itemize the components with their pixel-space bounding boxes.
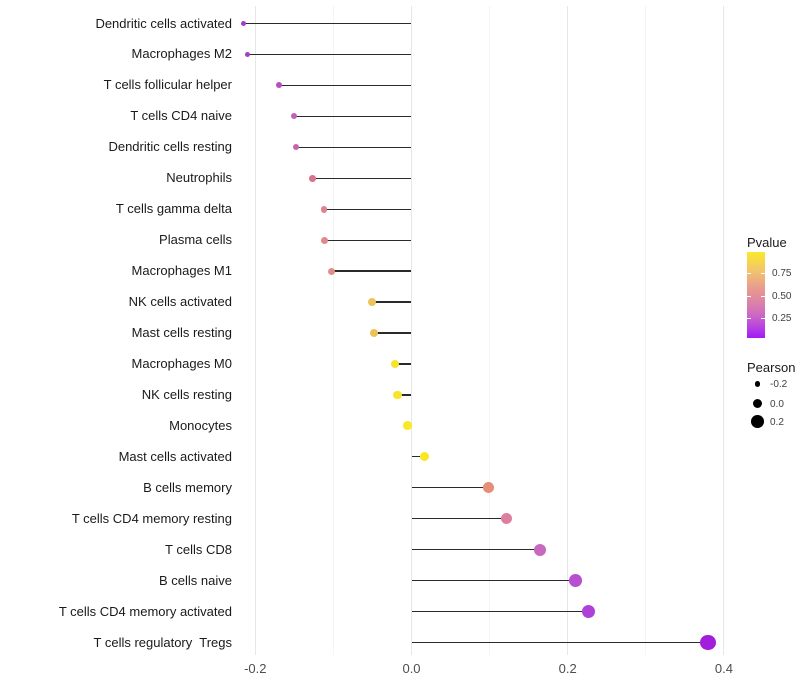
lollipop-dot [403, 421, 413, 431]
gridline-minor [489, 6, 491, 655]
pearson-legend-dot [751, 415, 764, 428]
colorbar-tick [747, 273, 751, 274]
lollipop-stem [371, 301, 412, 303]
lollipop-dot [582, 604, 596, 619]
lollipop-stem [294, 115, 412, 117]
lollipop-stem [411, 579, 576, 582]
pearson-legend-label: 0.0 [770, 398, 784, 410]
lollipop-dot [390, 359, 400, 369]
lollipop-stem [278, 84, 412, 87]
lollipop-dot [420, 452, 430, 462]
category-label: T cells CD8 [165, 541, 232, 557]
lollipop-dot [393, 390, 402, 400]
lollipop-stem [411, 641, 709, 644]
lollipop-dot [308, 174, 316, 182]
colorbar-tick [761, 318, 765, 319]
colorbar-tick [747, 318, 751, 319]
pearson-legend-label: 0.2 [770, 416, 784, 428]
category-label: B cells memory [143, 479, 232, 495]
lollipop-stem [331, 270, 412, 272]
lollipop-dot [320, 205, 328, 213]
pearson-legend-label: -0.2 [770, 379, 788, 390]
gridline-major [411, 6, 412, 655]
lollipop-dot [321, 236, 329, 244]
lollipop-dot [700, 634, 717, 651]
lollipop-dot [533, 543, 546, 556]
colorbar-tick [747, 295, 751, 297]
gridline-major [567, 6, 569, 655]
colorbar-tick [761, 273, 765, 274]
category-label: B cells naive [159, 572, 232, 588]
gridline-major [254, 6, 256, 655]
pearson-legend-title: Pearson [747, 360, 796, 375]
colorbar-tick-label: 0.25 [772, 313, 792, 324]
lollipop-dot [328, 267, 336, 275]
lollipop-stem [247, 53, 412, 56]
lollipop-stem [411, 610, 589, 613]
pvalue-legend-title: Pvalue [747, 235, 787, 250]
category-label: T cells CD4 memory resting [71, 510, 232, 526]
gridline-major [723, 6, 725, 655]
x-axis-tick-label: 0.2 [558, 661, 577, 676]
lollipop-dot [569, 574, 582, 588]
category-label: T cells regulatory Tregs [93, 634, 232, 650]
x-axis-tick-label: 0.4 [714, 661, 733, 676]
gridline-minor [332, 6, 334, 655]
pearson-legend-dot [754, 381, 761, 387]
lollipop-dot [275, 82, 282, 89]
category-label: Dendritic cells activated [95, 15, 232, 31]
lollipop-stem [312, 177, 412, 179]
lollipop-dot [244, 51, 251, 57]
lollipop-dot [241, 20, 247, 26]
category-label: T cells CD4 naive [130, 108, 232, 124]
category-label: T cells gamma delta [115, 201, 232, 217]
category-label: T cells follicular helper [103, 77, 232, 93]
colorbar-tick-label: 0.50 [772, 290, 792, 302]
category-label: Mast cells activated [118, 448, 232, 464]
lollipop-dot [369, 328, 379, 338]
x-axis-tick-label: -0.2 [244, 661, 267, 676]
lollipop-stem [411, 549, 540, 551]
lollipop-stem [411, 456, 425, 458]
category-label: Dendritic cells resting [108, 139, 232, 155]
lollipop-dot [291, 113, 298, 120]
lollipop-stem [411, 518, 507, 520]
category-label: Macrophages M0 [131, 355, 232, 371]
lollipop-dot [292, 144, 300, 151]
category-label: T cells CD4 memory activated [58, 603, 232, 619]
gridline-minor [645, 6, 647, 655]
lollipop-stem [324, 239, 412, 241]
lollipop-stem [295, 146, 412, 148]
category-label: NK cells resting [141, 386, 232, 402]
lollipop-stem [374, 332, 412, 334]
pvalue-colorbar [747, 252, 765, 338]
category-label: NK cells activated [128, 294, 232, 310]
category-label: Neutrophils [166, 170, 232, 186]
category-label: Monocytes [169, 417, 232, 433]
lollipop-stem [397, 394, 412, 396]
lollipop-dot [501, 513, 513, 525]
category-label: Macrophages M1 [131, 263, 232, 279]
category-label: Plasma cells [159, 232, 232, 248]
lollipop-stem [243, 22, 412, 25]
colorbar-tick [761, 295, 765, 297]
colorbar-tick-label: 0.75 [772, 268, 792, 279]
lollipop-stem [324, 208, 412, 210]
x-axis-tick-label: 0.0 [402, 661, 421, 676]
pearson-legend-dot [753, 399, 762, 408]
lollipop-stem [395, 363, 412, 365]
category-label: Macrophages M2 [131, 46, 232, 62]
lollipop-dot [483, 482, 495, 494]
category-label: Mast cells resting [131, 325, 232, 340]
lollipop-dot [367, 298, 376, 307]
lollipop-stem [411, 487, 489, 489]
